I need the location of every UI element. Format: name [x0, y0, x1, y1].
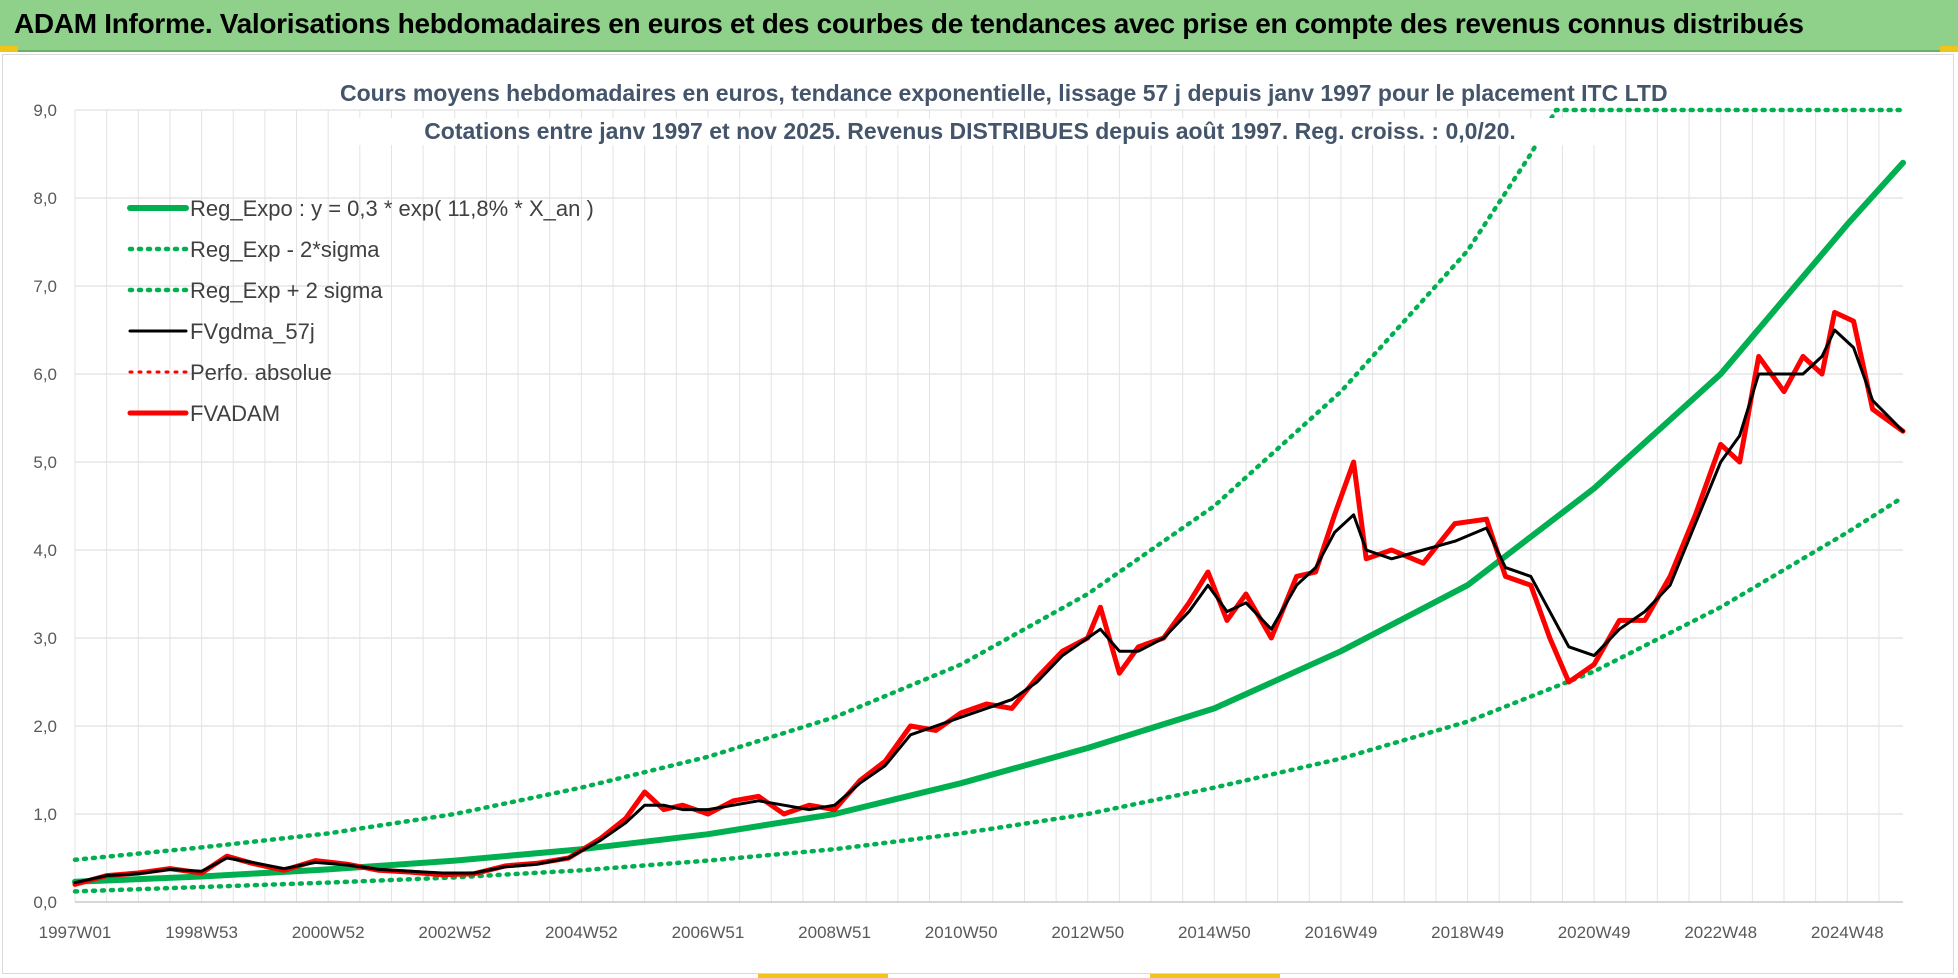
chart-frame [2, 54, 1954, 974]
x-axis-labels: 1997W01 1998W53 2000W52 2002W52 2004W52 2006W… [39, 923, 1884, 942]
x-tick-label: 1997W01 [39, 923, 112, 942]
bottom-marker-1 [758, 974, 888, 978]
y-tick-label: 9,0 [33, 101, 57, 120]
legend-label: Reg_Exp - 2*sigma [190, 237, 380, 262]
legend-label: FVADAM [190, 401, 280, 426]
x-tick-label: 2014W50 [1178, 923, 1251, 942]
series-line-3 [73, 328, 1905, 885]
y-axis-labels: 0,0 1,0 2,0 3,0 4,0 5,0 6,0 7,0 8,0 9,0 [33, 101, 57, 912]
page-title: ADAM Informe. Valorisations hebdomadaire… [14, 8, 1804, 39]
series-lines [72, 107, 1906, 894]
y-tick-label: 8,0 [33, 189, 57, 208]
x-tick-label: 2002W52 [418, 923, 491, 942]
y-tick-label: 6,0 [33, 365, 57, 384]
y-tick-label: 4,0 [33, 541, 57, 560]
x-tick-label: 2020W49 [1558, 923, 1631, 942]
chart-subtitle: Cotations entre janv 1997 et nov 2025. R… [340, 118, 1600, 145]
y-tick-label: 7,0 [33, 277, 57, 296]
y-tick-label: 5,0 [33, 453, 57, 472]
series-line-2 [72, 107, 1906, 863]
legend-label: Reg_Expo : y = 0,3 * exp( 11,8% * X_an ) [190, 196, 594, 221]
legend: Reg_Expo : y = 0,3 * exp( 11,8% * X_an )… [127, 196, 594, 426]
legend-label: FVgdma_57j [190, 319, 315, 344]
x-tick-label: 2004W52 [545, 923, 618, 942]
chart-title: Cours moyens hebdomadaires en euros, ten… [340, 80, 1668, 107]
x-tick-label: 2022W48 [1684, 923, 1757, 942]
x-tick-label: 2018W49 [1431, 923, 1504, 942]
bottom-marker-2 [1150, 974, 1280, 978]
x-tick-label: 2000W52 [292, 923, 365, 942]
series-line-5 [72, 309, 1906, 887]
series-line-0 [72, 159, 1906, 885]
header-bar: ADAM Informe. Valorisations hebdomadaire… [0, 0, 1958, 52]
corner-marker-left [0, 46, 18, 52]
y-tick-label: 1,0 [33, 805, 57, 824]
grid-lines [74, 109, 1903, 903]
y-tick-label: 3,0 [33, 629, 57, 648]
series-line-4 [73, 310, 1905, 886]
x-tick-label: 2010W50 [925, 923, 998, 942]
x-tick-label: 2006W51 [672, 923, 745, 942]
legend-label: Reg_Exp + 2 sigma [190, 278, 383, 303]
series-line-1 [72, 494, 1906, 894]
legend-label: Perfo. absolue [190, 360, 332, 385]
x-tick-label: 2012W50 [1051, 923, 1124, 942]
x-tick-label: 2016W49 [1305, 923, 1378, 942]
y-tick-label: 0,0 [33, 893, 57, 912]
corner-marker-right [1940, 46, 1958, 52]
x-tick-label: 2008W51 [798, 923, 871, 942]
y-tick-label: 2,0 [33, 717, 57, 736]
x-tick-label: 1998W53 [165, 923, 238, 942]
x-tick-label: 2024W48 [1811, 923, 1884, 942]
